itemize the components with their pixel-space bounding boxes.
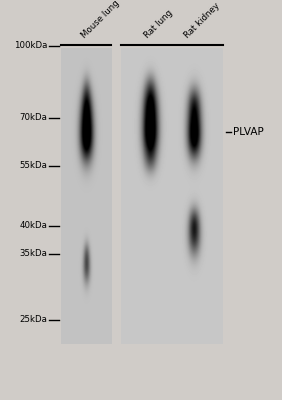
Text: PLVAP: PLVAP <box>233 127 263 137</box>
Text: Rat lung: Rat lung <box>143 8 175 40</box>
Text: 55kDa: 55kDa <box>19 162 47 170</box>
Text: 35kDa: 35kDa <box>19 250 47 258</box>
Text: 40kDa: 40kDa <box>19 222 47 230</box>
Text: 70kDa: 70kDa <box>19 114 47 122</box>
Text: Mouse lung: Mouse lung <box>80 0 121 40</box>
Text: 25kDa: 25kDa <box>19 316 47 324</box>
Text: 100kDa: 100kDa <box>14 42 47 50</box>
Text: Rat kidney: Rat kidney <box>182 1 221 40</box>
